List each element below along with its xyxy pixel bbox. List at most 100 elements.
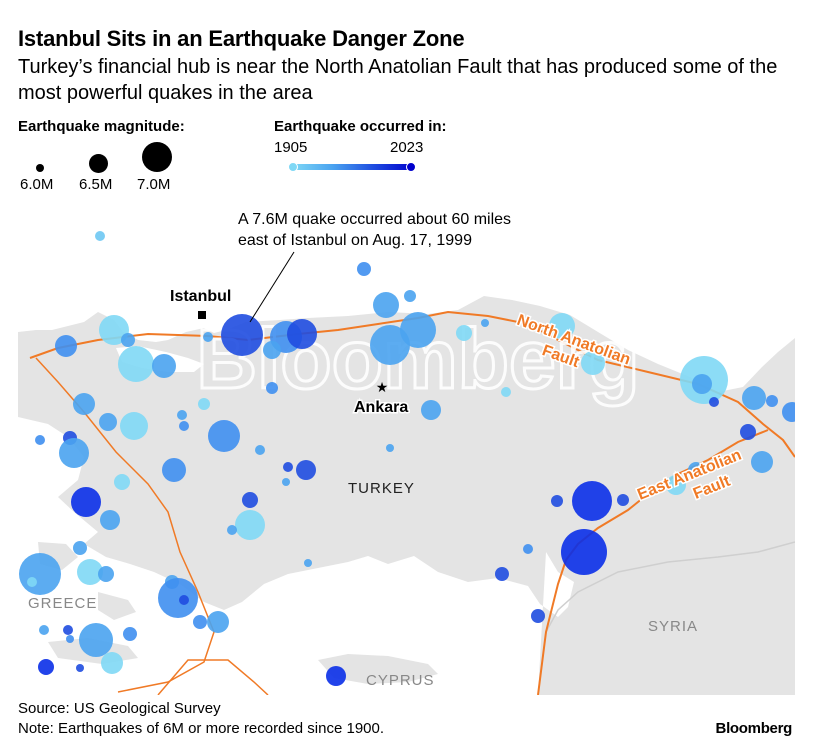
earthquake-bubble [404, 290, 416, 302]
earthquake-bubble [282, 478, 290, 486]
magnitude-label-6: 6.0M [20, 176, 54, 193]
earthquake-bubble [751, 451, 773, 473]
earthquake-bubble [370, 325, 410, 365]
earthquake-bubbles [19, 231, 795, 686]
earthquake-bubble [208, 420, 240, 452]
earthquake-bubble [572, 481, 612, 521]
earthquake-bubble [99, 413, 117, 431]
year-start-dot [288, 162, 298, 172]
earthquake-bubble [481, 319, 489, 327]
greek-island [98, 592, 136, 620]
syria-label: SYRIA [648, 618, 698, 635]
earthquake-bubble [227, 525, 237, 535]
chart-subtitle: Turkey’s financial hub is near the North… [18, 56, 778, 104]
earthquake-bubble [193, 615, 207, 629]
earthquake-bubble [73, 393, 95, 415]
cyprus-island [318, 654, 438, 684]
earthquake-bubble [207, 611, 229, 633]
earthquake-bubble [38, 659, 54, 675]
earthquake-bubble [373, 292, 399, 318]
earthquake-bubble [118, 346, 154, 382]
black-sea [18, 212, 795, 392]
turkey-border [537, 541, 795, 695]
earthquake-bubble [39, 625, 49, 635]
chart-title: Istanbul Sits in an Earthquake Danger Zo… [18, 26, 465, 51]
magnitude-label-6-5: 6.5M [79, 176, 113, 193]
earthquake-bubble [242, 492, 258, 508]
cyprus-label: CYPRUS [366, 672, 435, 689]
earthquake-bubble [296, 460, 316, 480]
earthquake-bubble [766, 395, 778, 407]
ankara-star-icon: ★ [376, 380, 389, 396]
earthquake-bubble [66, 635, 74, 643]
earthquake-bubble [581, 351, 605, 375]
earthquake-bubble [100, 510, 120, 530]
earthquake-bubble [523, 544, 533, 554]
earthquake-bubble [79, 623, 113, 657]
annotation-leader-line [249, 251, 295, 323]
earthquake-bubble [27, 577, 37, 587]
earthquake-bubble [386, 444, 394, 452]
earthquake-bubble [421, 400, 441, 420]
earthquake-bubble [692, 374, 712, 394]
earthquake-bubble [266, 382, 278, 394]
earthquake-bubble [666, 475, 686, 495]
aegean-mediterranean-sea [18, 417, 574, 695]
earthquake-bubble [221, 314, 263, 356]
earthquake-bubble [98, 566, 114, 582]
earthquake-bubble [283, 462, 293, 472]
earthquake-bubble [77, 559, 103, 585]
magnitude-label-7: 7.0M [137, 176, 171, 193]
greece-label: GREECE [28, 595, 97, 612]
east-anatolian-fault-line [537, 429, 769, 695]
earthquake-bubble [55, 335, 77, 357]
earthquake-bubble [688, 462, 704, 478]
year-legend-title: Earthquake occurred in: [274, 118, 447, 135]
earthquake-bubble [158, 578, 198, 618]
earthquake-bubble [287, 319, 317, 349]
magnitude-dot-6 [36, 164, 44, 172]
earthquake-bubble [73, 541, 87, 555]
earthquake-bubble [561, 529, 607, 575]
turkey-label: TURKEY [348, 480, 415, 497]
earthquake-bubble [549, 313, 575, 339]
year-color-gradient [292, 164, 414, 170]
hellenic-arc-line [157, 659, 269, 695]
earthquake-bubble [95, 231, 105, 241]
earthquake-bubble [35, 435, 45, 445]
earthquake-bubble [198, 398, 210, 410]
earthquake-bubble [179, 595, 189, 605]
bloomberg-logo: Bloomberg [715, 720, 793, 737]
earthquake-bubble [304, 559, 312, 567]
earthquake-bubble [177, 410, 187, 420]
ankara-label: Ankara [354, 399, 408, 416]
footnote: Note: Earthquakes of 6M or more recorded… [18, 720, 385, 737]
earthquake-bubble [123, 627, 137, 641]
earthquake-bubble [617, 494, 629, 506]
year-end-dot [406, 162, 416, 172]
annotation-text-line2: east of Istanbul on Aug. 17, 1999 [238, 232, 472, 249]
earthquake-bubble [121, 333, 135, 347]
magnitude-legend-title: Earthquake magnitude: [18, 118, 185, 135]
earthquake-bubble [120, 412, 148, 440]
earthquake-bubble [709, 397, 719, 407]
earthquake-bubble [19, 553, 61, 595]
earthquake-bubble [782, 402, 795, 422]
earthquake-bubble [357, 262, 371, 276]
earthquake-bubble [162, 458, 186, 482]
earthquake-bubble [740, 424, 756, 440]
earthquake-bubble [179, 421, 189, 431]
earthquake-map: Bloomberg [18, 212, 795, 695]
earthquake-bubble [326, 666, 346, 686]
earthquake-bubble [495, 567, 509, 581]
earthquake-bubble [501, 387, 511, 397]
istanbul-marker [198, 311, 206, 319]
earthquake-bubble [203, 332, 213, 342]
earthquake-bubble [59, 438, 89, 468]
source-note: Source: US Geological Survey [18, 700, 221, 717]
magnitude-dot-6-5 [89, 154, 108, 173]
earthquake-bubble [531, 609, 545, 623]
earthquake-bubble [263, 341, 281, 359]
earthquake-bubble [101, 652, 123, 674]
earthquake-bubble [456, 325, 472, 341]
